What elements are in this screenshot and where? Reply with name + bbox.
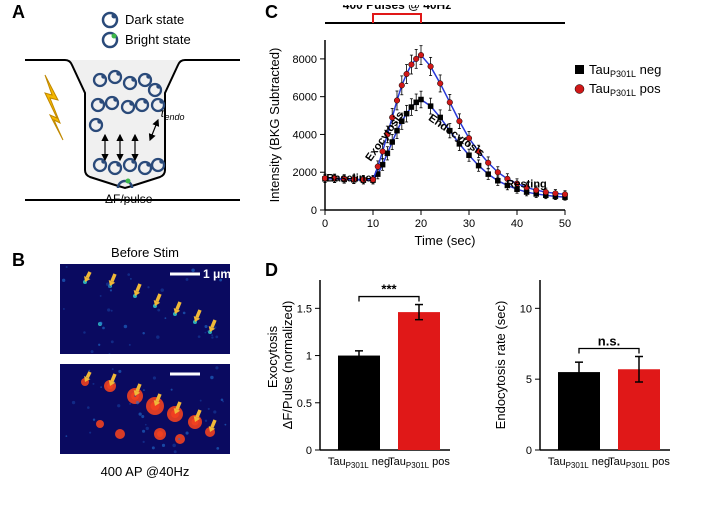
svg-text:0.5: 0.5 (297, 398, 312, 410)
svg-text:Intensity (BKG Subtracted): Intensity (BKG Subtracted) (267, 48, 282, 203)
svg-text:1: 1 (306, 351, 312, 363)
svg-text:40: 40 (511, 218, 523, 230)
panel-a-schematic: Dark state Bright state τendo ΔF/pulse (10, 5, 250, 205)
legend-dark: Dark state (103, 12, 184, 27)
svg-text:TauP301L pos: TauP301L pos (589, 81, 661, 98)
legend-dark-text: Dark state (125, 12, 184, 27)
svg-text:30: 30 (463, 218, 475, 230)
lightning-icon (45, 75, 63, 140)
after-stim-label: 400 AP @40Hz (60, 464, 230, 479)
svg-text:8000: 8000 (293, 54, 317, 66)
svg-text:0: 0 (526, 445, 532, 457)
svg-text:10: 10 (520, 303, 532, 315)
image-before: 1 μm (60, 264, 230, 354)
svg-text:4000: 4000 (293, 129, 317, 141)
svg-text:6000: 6000 (293, 92, 317, 104)
image-after (60, 364, 230, 454)
svg-text:TauP301L neg: TauP301L neg (328, 456, 390, 470)
svg-text:Exocytosis: Exocytosis (265, 325, 280, 388)
svg-text:5: 5 (526, 374, 532, 386)
svg-text:2000: 2000 (293, 167, 317, 179)
svg-text:10: 10 (367, 218, 379, 230)
svg-text:Endocytosis: Endocytosis (426, 112, 486, 159)
svg-text:Time (sec): Time (sec) (415, 233, 476, 248)
svg-text:TauP301L pos: TauP301L pos (608, 456, 670, 470)
legend-bright-text: Bright state (125, 32, 191, 47)
tau-endo-label: τendo (160, 106, 185, 122)
svg-text:TauP301L neg: TauP301L neg (589, 62, 661, 79)
panel-c-chart: 0 10 20 30 40 50 0 2000 4000 6000 8000 Time (sec) In… (265, 5, 700, 250)
svg-text:TauP301L pos: TauP301L pos (388, 456, 450, 470)
svg-text:0: 0 (306, 445, 312, 457)
deltaf-label: ΔF/pulse (105, 192, 153, 205)
legend-bright: Bright state (103, 32, 191, 47)
svg-text:Resting: Resting (506, 178, 546, 190)
svg-text:***: *** (381, 282, 397, 297)
svg-text:n.s.: n.s. (598, 334, 620, 349)
svg-text:1.5: 1.5 (297, 303, 312, 315)
svg-text:ΔF/Pulse (normalized): ΔF/Pulse (normalized) (280, 301, 295, 430)
panel-b-images: Before Stim 1 μm 400 AP @40Hz (10, 245, 250, 510)
panel-d-bars: 00.511.5TauP301L negTauP301L pos***Exocy… (265, 265, 700, 515)
svg-text:1 μm: 1 μm (203, 267, 230, 281)
svg-text:20: 20 (415, 218, 427, 230)
svg-text:0: 0 (311, 205, 317, 217)
svg-text:50: 50 (559, 218, 571, 230)
svg-text:400 Pulses @ 40Hz: 400 Pulses @ 40Hz (343, 5, 451, 12)
svg-text:Endocytosis rate (sec): Endocytosis rate (sec) (493, 301, 508, 430)
svg-text:0: 0 (322, 218, 328, 230)
svg-text:Baseline: Baseline (326, 173, 371, 185)
svg-text:TauP301L neg: TauP301L neg (548, 456, 610, 470)
before-stim-label: Before Stim (60, 245, 230, 260)
